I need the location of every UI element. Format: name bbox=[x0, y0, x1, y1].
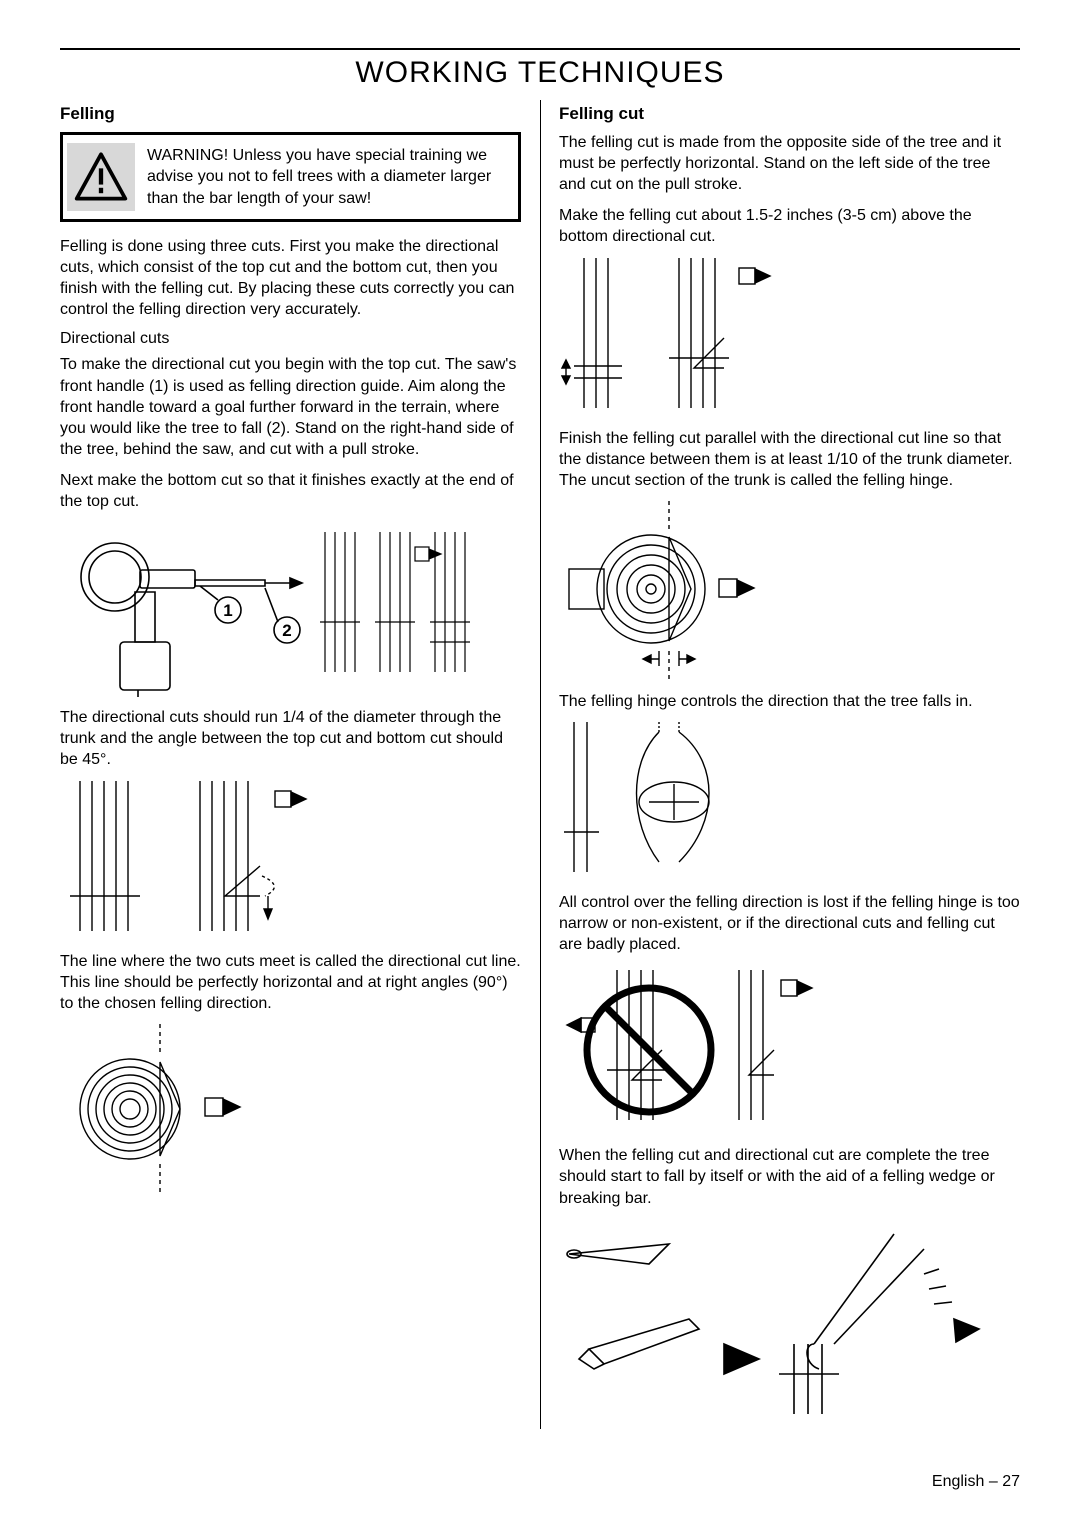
warning-text: WARNING! Unless you have special trainin… bbox=[147, 145, 508, 208]
para-directional-3: The directional cuts should run 1/4 of t… bbox=[60, 707, 521, 770]
para-directional-4: The line where the two cuts meet is call… bbox=[60, 951, 521, 1014]
column-left: Felling WARNING! Unless you have special… bbox=[60, 100, 540, 1429]
para-felling-intro: Felling is done using three cuts. First … bbox=[60, 236, 521, 320]
heading-felling: Felling bbox=[60, 104, 521, 124]
figure-fellingcut-height bbox=[559, 258, 1020, 418]
footer-page-number: 27 bbox=[1002, 1473, 1020, 1490]
column-right: Felling cut The felling cut is made from… bbox=[540, 100, 1020, 1429]
figure-90deg-line bbox=[60, 1024, 521, 1194]
para-fellingcut-6: When the felling cut and directional cut… bbox=[559, 1145, 1020, 1208]
figure-label-1: 1 bbox=[223, 601, 232, 620]
figure-label-2: 2 bbox=[282, 621, 291, 640]
figure-hinge-side bbox=[559, 722, 1020, 882]
content-columns: Felling WARNING! Unless you have special… bbox=[60, 100, 1020, 1429]
para-fellingcut-2: Make the felling cut about 1.5-2 inches … bbox=[559, 205, 1020, 247]
figure-wedge-fall bbox=[559, 1219, 1020, 1419]
para-directional-1: To make the directional cut you begin wi… bbox=[60, 354, 521, 460]
para-fellingcut-3: Finish the felling cut parallel with the… bbox=[559, 428, 1020, 491]
figure-directional-topview: 1 2 bbox=[60, 522, 521, 697]
para-fellingcut-1: The felling cut is made from the opposit… bbox=[559, 132, 1020, 195]
figure-hinge-top bbox=[559, 501, 1020, 681]
heading-felling-cut: Felling cut bbox=[559, 104, 1020, 124]
footer-language: English bbox=[932, 1473, 984, 1490]
heading-directional-cuts: Directional cuts bbox=[60, 330, 521, 348]
footer-separator: – bbox=[989, 1473, 998, 1490]
page-footer: English – 27 bbox=[932, 1473, 1020, 1491]
figure-45deg-wedge bbox=[60, 781, 521, 941]
para-fellingcut-4: The felling hinge controls the direction… bbox=[559, 691, 1020, 712]
figure-prohibited bbox=[559, 965, 1020, 1135]
page-title: WORKING TECHNIQUES bbox=[60, 56, 1020, 90]
warning-icon bbox=[67, 143, 135, 211]
para-fellingcut-5: All control over the felling direction i… bbox=[559, 892, 1020, 955]
warning-box: WARNING! Unless you have special trainin… bbox=[60, 132, 521, 222]
para-directional-2: Next make the bottom cut so that it fini… bbox=[60, 470, 521, 512]
top-rule bbox=[60, 48, 1020, 50]
